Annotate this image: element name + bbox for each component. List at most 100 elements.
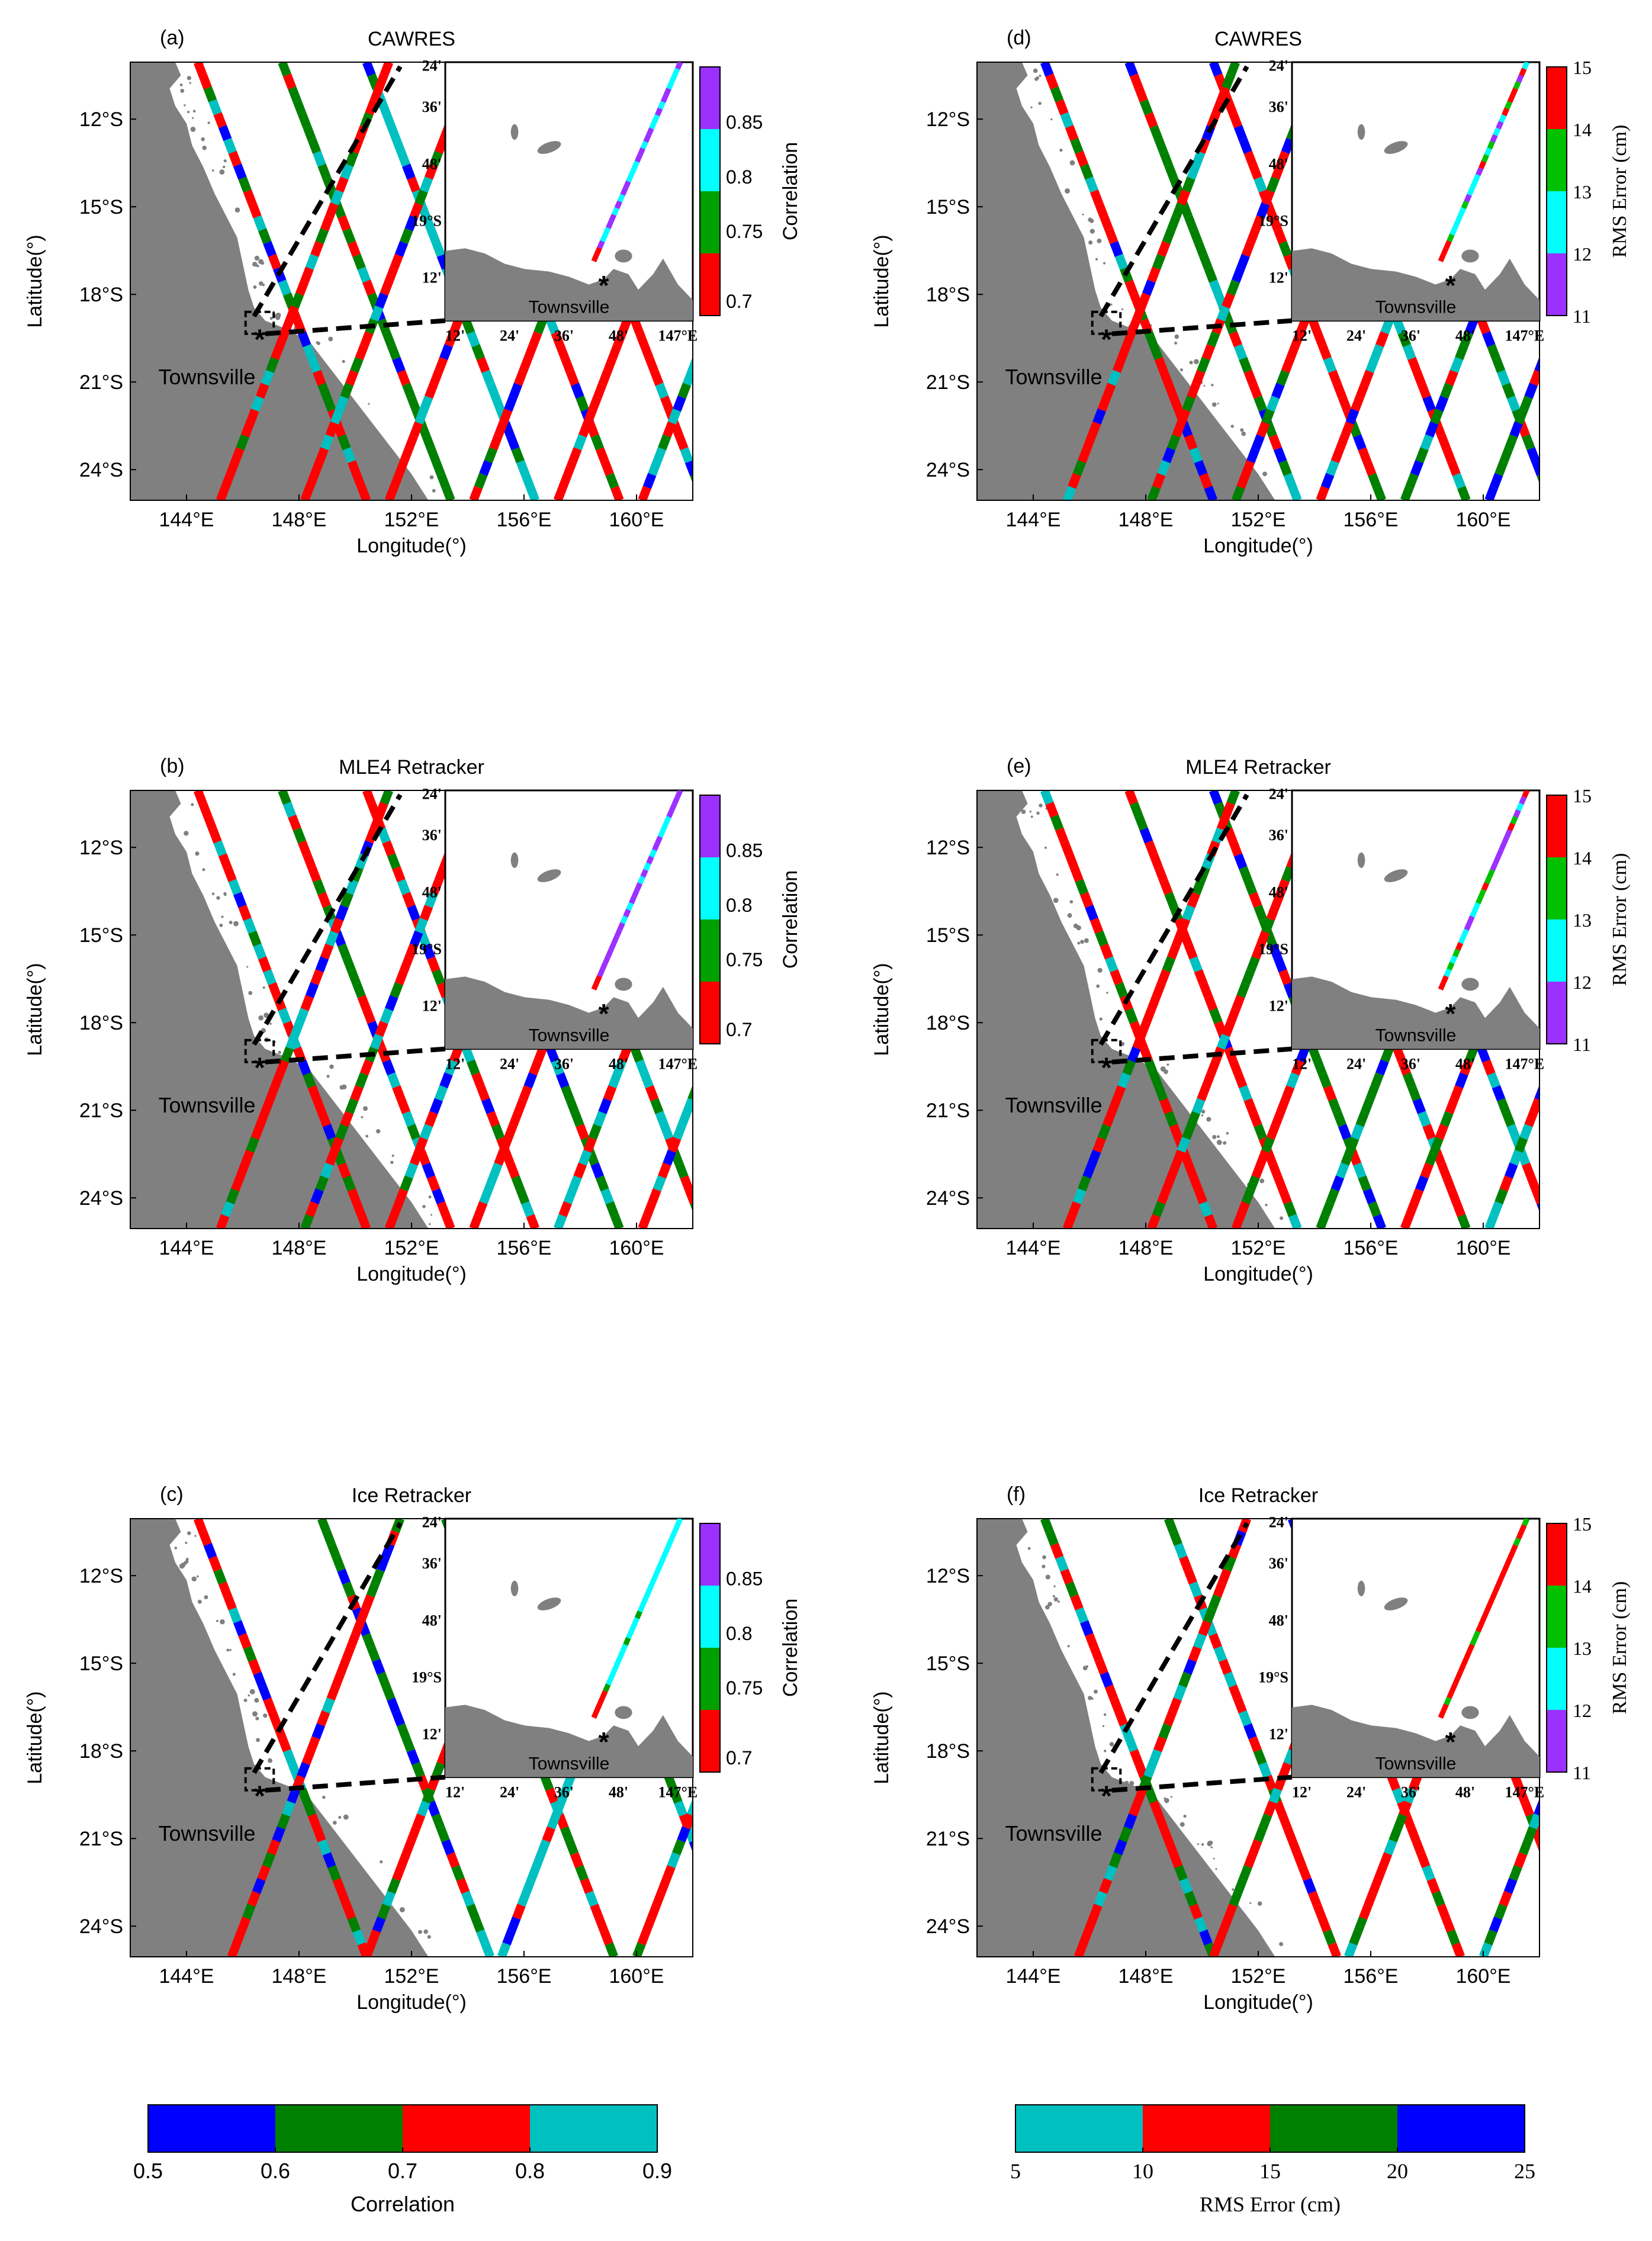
altimetry-track-segment [1209,62,1223,77]
altimetry-track-segment [1127,1046,1141,1063]
reef-island [1069,160,1075,166]
altimetry-track-segment [1094,1890,1107,1907]
altimetry-track-segment [590,434,604,451]
altimetry-track-segment [769,449,773,462]
altimetry-track-segment [320,1162,334,1179]
altimetry-track-segment [461,1890,475,1907]
altimetry-track-segment [320,215,334,232]
reef-island [192,117,194,119]
inset-island [1357,852,1365,868]
altimetry-track-segment [1107,1098,1121,1114]
altimetry-track-segment [1625,474,1630,487]
inset-track-segment [1513,809,1521,818]
land-australia [130,1519,429,1957]
altimetry-track-segment [233,892,247,908]
inset-colorbar-tick: 0.85 [726,1568,763,1589]
altimetry-track-segment [385,1214,398,1229]
altimetry-track-segment [243,1645,257,1663]
altimetry-track-segment [231,1175,245,1192]
reef-island [1030,815,1033,818]
altimetry-track-segment [673,396,686,412]
altimetry-track-segment [1261,189,1275,206]
altimetry-track-segment [444,331,458,348]
altimetry-track-segment [1393,318,1406,335]
altimetry-track-segment [1177,189,1191,206]
altimetry-track-segment [305,472,319,489]
altimetry-track-segment [748,1126,753,1139]
reef-island [269,1023,272,1025]
altimetry-track-segment [605,472,619,489]
lon-tick-label: 156°E [1343,509,1398,531]
altimetry-track-segment [307,1085,322,1102]
altimetry-track-segment [362,790,376,805]
altimetry-track-segment [1345,408,1359,425]
altimetry-track-segment [1611,1164,1615,1177]
altimetry-track-segment [1437,1162,1451,1179]
reef-island [233,921,239,927]
inset-track-segment [1510,88,1518,97]
altimetry-track-segment [213,840,227,857]
reef-island [1097,967,1103,973]
reef-island [1164,1798,1169,1803]
altimetry-track-segment [719,1048,724,1061]
altimetry-track-segment [431,1813,445,1830]
inset-lat-tick-label: 36' [422,98,442,115]
altimetry-track-segment [198,1530,212,1546]
zoom-line-upper [1098,65,1249,318]
lat-tick-label: 18°S [79,284,123,306]
altimetry-track-segment [404,1162,418,1179]
altimetry-track-segment [1271,163,1285,180]
altimetry-track-segment [1647,1519,1652,1532]
altimetry-track-segment [380,279,393,296]
altimetry-track-segment [1576,1074,1580,1087]
inset-track-segment [1516,802,1524,812]
altimetry-track-segment [1487,344,1500,361]
zoom-box [244,1767,275,1792]
altimetry-track-segment [684,1188,693,1205]
altimetry-track-segment [507,1917,521,1933]
altimetry-track-segment [675,1162,689,1179]
altimetry-track-segment [350,356,364,374]
reef-island [1206,1117,1211,1122]
inset-lat-tick-label: 48' [422,883,442,901]
altimetry-track-segment [345,150,359,167]
reef-island [1109,1742,1114,1747]
altimetry-track-segment [1122,331,1136,348]
reef-island [1067,1645,1070,1648]
altimetry-track-segment [1172,930,1185,947]
altimetry-track-segment [1283,1826,1297,1843]
lat-tick-label: 21°S [79,371,123,394]
altimetry-track-segment [298,112,311,128]
inset-land [1292,248,1539,321]
altimetry-track-segment [1189,228,1203,245]
zoom-box [1091,310,1122,335]
altimetry-track-segment [366,1581,380,1598]
altimetry-track-segment [576,396,589,412]
reef-island [216,896,220,900]
lon-tick-label: 156°E [1343,1965,1398,1988]
altimetry-track-segment [1182,1124,1195,1140]
altimetry-track-segment [335,905,349,921]
inset-track-segment [1487,869,1495,878]
inset-colorbar-swatch [1547,129,1567,191]
reef-island [185,1558,189,1561]
altimetry-track-segment [1341,1149,1354,1166]
altimetry-track-segment [758,1151,763,1164]
inset-lon-tick-label: 12' [1292,1056,1312,1073]
reef-island [427,1935,431,1939]
altimetry-track-segment [1422,396,1436,412]
inset-lon-tick-label: 147°E [1505,327,1544,345]
reef-island [1203,385,1206,387]
altimetry-track-segment [1246,1175,1260,1192]
altimetry-track-segment [400,447,413,464]
inset-track-segment [660,822,668,832]
reef-island [391,1155,394,1157]
altimetry-track-segment [305,1201,319,1217]
reef-island [258,259,263,265]
altimetry-track-segment [1108,1852,1123,1869]
altimetry-track-segment [664,1774,678,1791]
inset-lon-tick-label: 24' [1346,327,1366,345]
altimetry-track-segment [352,472,366,489]
altimetry-track-segment [557,1787,570,1804]
